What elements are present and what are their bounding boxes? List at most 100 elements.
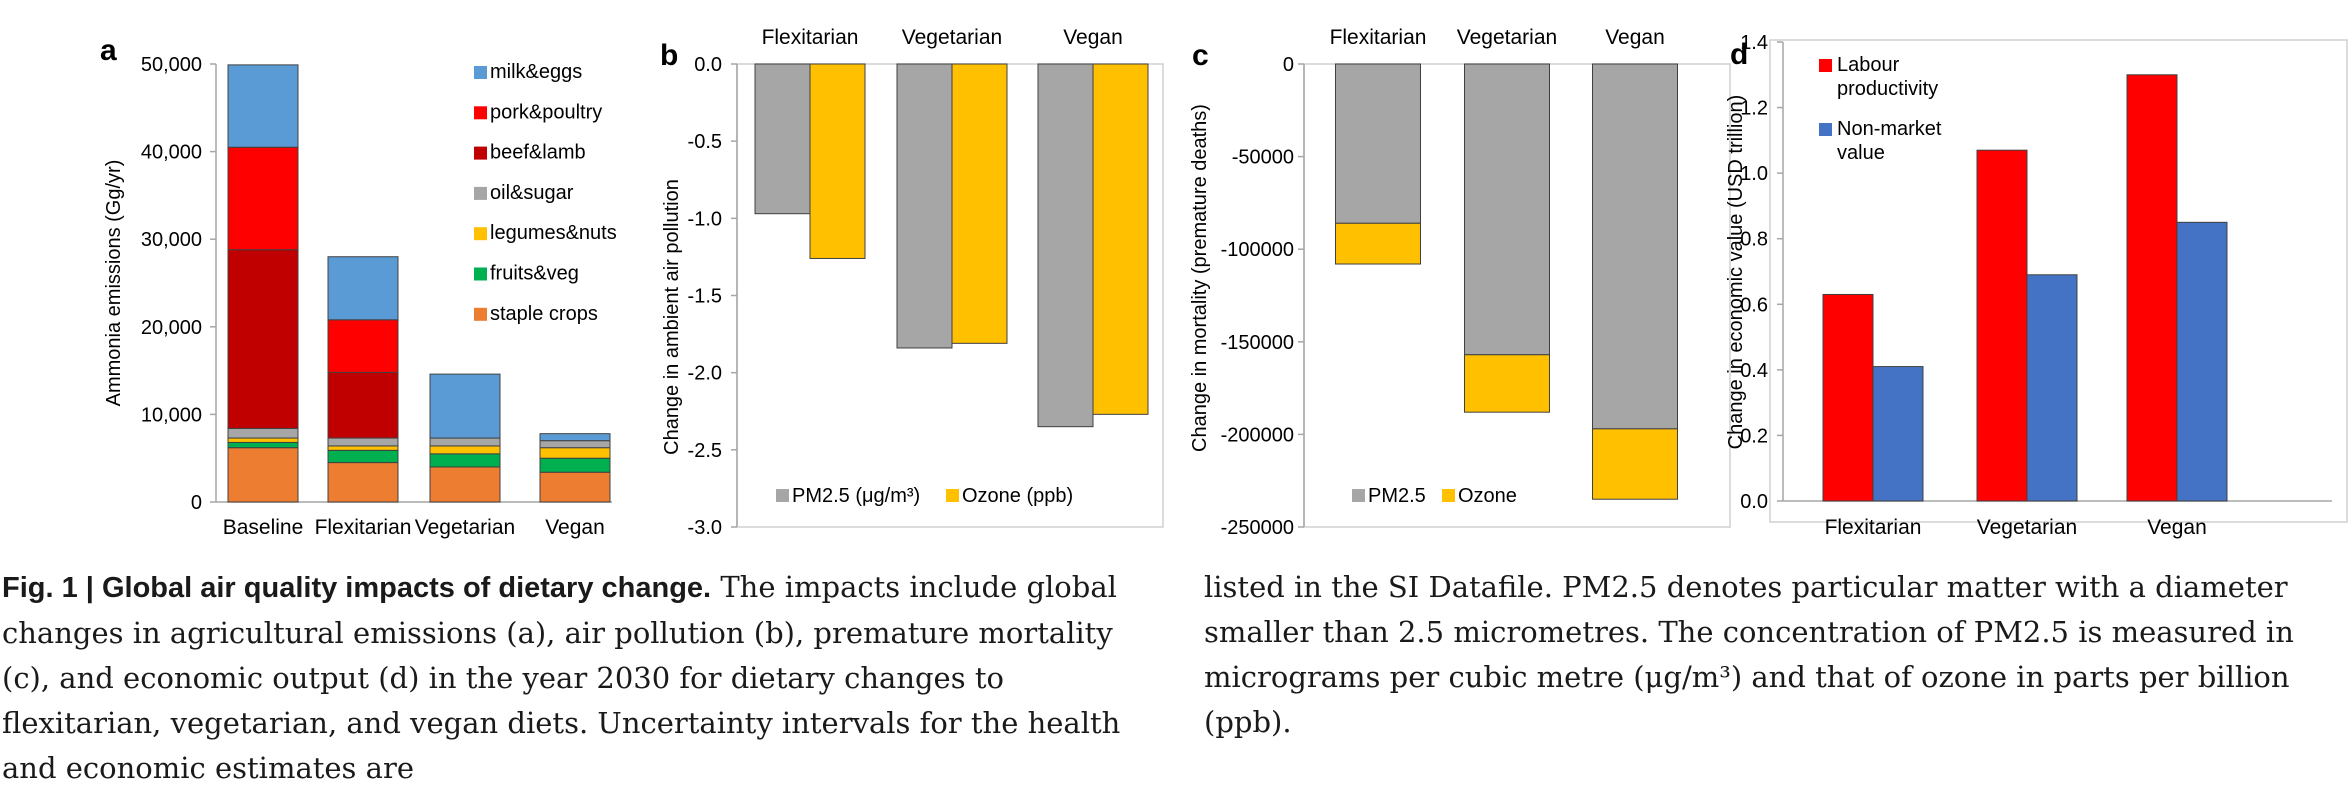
x-category-label: Flexitarian (762, 26, 859, 49)
y-tick-label: -200000 (1221, 424, 1294, 446)
bar-pm2-5-g-m- (1037, 63, 1094, 428)
bar-segment-ozone (1464, 354, 1550, 413)
bar-labour-productivity (2126, 74, 2178, 502)
bar-segment-oil-sugar (327, 437, 399, 447)
legend-b: PM2.5 (μg/m³) Ozone (ppb) (776, 485, 1073, 507)
bar-segment-fruits-veg (327, 449, 399, 464)
legend-swatch (474, 146, 487, 160)
legend-swatch (474, 227, 487, 241)
bar-pm2-5-g-m- (754, 63, 811, 215)
bar-ozone-ppb- (809, 63, 866, 259)
bar-ozone-ppb- (951, 63, 1008, 344)
legend-swatch (474, 66, 487, 79)
caption-label: Fig. 1 | Global air quality impacts of d… (2, 572, 712, 604)
legend-swatch (1819, 59, 1832, 72)
bar-segment-legumes-nuts (227, 437, 299, 443)
bar-segment-legumes-nuts (429, 445, 501, 455)
bar-segment-fruits-veg (429, 453, 501, 468)
bar-segment-beef-lamb (227, 249, 299, 429)
bar-segment-staple-crops (227, 447, 299, 503)
bar-segment-oil-sugar (429, 437, 501, 447)
x-category-label: Flexitarian (1825, 516, 1922, 539)
legend-label: Labour productivity (1837, 54, 1938, 100)
legend-label: Ozone (1458, 485, 1517, 507)
legend-label: PM2.5 (1368, 485, 1426, 507)
panel-label: d (1730, 38, 1748, 71)
legend-label: oil&sugar (490, 182, 574, 204)
y-tick-label: 0.0 (694, 54, 722, 76)
legend-label: fruits&veg (490, 263, 579, 285)
y-tick-label: 20,000 (141, 317, 202, 339)
y-tick-label: -0.5 (688, 131, 722, 153)
bar-segment-oil-sugar (227, 427, 299, 439)
bar-segment-ozone (1592, 428, 1678, 500)
y-tick-label: 1.4 (1740, 32, 1768, 54)
y-tick-label: 50,000 (141, 54, 202, 76)
y-tick-label: 1.2 (1740, 98, 1768, 120)
bars (754, 63, 1149, 428)
y-tick-label: -2.0 (688, 363, 722, 385)
y-tick-label: 30,000 (141, 229, 202, 251)
legend-swatch (474, 307, 487, 321)
bars (227, 64, 611, 503)
figure: a 0 10,000 20,000 30,000 40,000 50,000 Ammonia … (100, 26, 2348, 539)
legend-swatch (474, 186, 487, 200)
y-tick-label: 40,000 (141, 142, 202, 164)
bar-segment-fruits-veg (539, 457, 611, 473)
y-tick-label: -50000 (1232, 147, 1294, 169)
y-tick-label: 0.4 (1740, 360, 1768, 382)
bar-segment-staple-crops (539, 471, 611, 503)
caption-text: The impacts include global changes in ag… (2, 570, 1121, 785)
y-tick-label: 0.6 (1740, 294, 1768, 316)
bar-segment-milk-eggs (327, 256, 399, 321)
bar-segment-fruits-veg (227, 441, 299, 449)
bar-pm2-5-g-m- (896, 63, 953, 349)
y-tick-label: -1.5 (688, 286, 722, 308)
bar-labour-productivity (1976, 149, 2028, 502)
legend-swatch (1352, 489, 1365, 502)
bar-segment-milk-eggs (227, 64, 299, 148)
y-tick-label: 0 (191, 492, 202, 514)
bar-non-market-value (2026, 274, 2078, 502)
x-category-label: Vegan (1063, 26, 1123, 49)
legend-label: Non-market value (1837, 118, 1942, 164)
legend-label: PM2.5 (μg/m³) (792, 485, 920, 507)
y-tick-label: -100000 (1221, 239, 1294, 261)
chart-panel-c: c 0 -50000 -100000 -150000 -200000 -250000 Chan… (1189, 26, 1731, 539)
legend-c: PM2.5 Ozone (1352, 485, 1517, 507)
bar-segment-pm2-5 (1592, 63, 1678, 430)
figure-caption-right: listed in the SI Datafile. PM2.5 denotes… (1204, 570, 2294, 739)
x-category-label: Flexitarian (1330, 26, 1427, 49)
bar-non-market-value (2176, 221, 2228, 502)
y-tick-label: -1.0 (688, 208, 722, 230)
panel-label: b (660, 39, 678, 72)
chart-panel-b: b 0.0 -0.5 -1.0 -1.5 -2.0 -2.5 -3.0 Change in am… (660, 26, 1164, 539)
legend-label: milk&eggs (490, 61, 582, 83)
legend-swatch (474, 267, 487, 281)
legend-swatch (474, 106, 487, 120)
bar-segment-pork-poultry (227, 146, 299, 251)
y-tick-label: 0.2 (1740, 425, 1768, 447)
x-category-label: Flexitarian (315, 516, 412, 539)
y-tick-label: 1.0 (1740, 163, 1768, 185)
bar-segment-legumes-nuts (327, 445, 399, 451)
x-category-label: Vegan (1605, 26, 1665, 49)
chart-panel-a: a 0 10,000 20,000 30,000 40,000 50,000 Ammonia … (100, 34, 612, 539)
legend-label: legumes&nuts (490, 222, 617, 244)
panel-label: c (1192, 39, 1209, 72)
bar-segment-pm2-5 (1464, 63, 1550, 356)
x-category-label: Vegan (2147, 516, 2207, 539)
panel-frame (1769, 39, 2348, 523)
bar-segment-oil-sugar (539, 440, 611, 449)
bar-ozone-ppb- (1092, 63, 1149, 415)
legend-a: milk&eggs pork&poultry beef&lamb oil&sugar l… (474, 61, 617, 325)
x-category-label: Vegetarian (415, 516, 515, 539)
y-axis-label: Ammonia emissions (Gg/yr) (103, 160, 125, 407)
x-category-label: Vegetarian (1977, 516, 2077, 539)
x-category-label: Baseline (223, 516, 304, 539)
y-tick-label: -250000 (1221, 517, 1294, 539)
y-tick-label: 0.0 (1740, 491, 1768, 513)
bar-non-market-value (1872, 366, 1924, 502)
legend-label: beef&lamb (490, 142, 586, 164)
bars (1822, 74, 2228, 502)
